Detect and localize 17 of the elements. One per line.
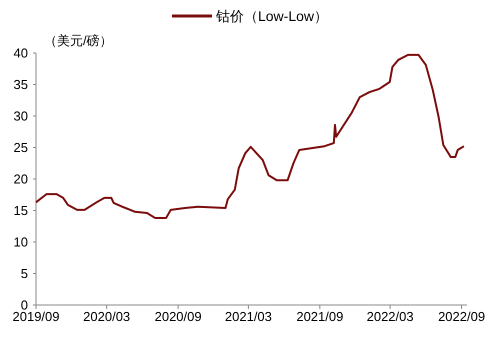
x-tick-label: 2020/03: [83, 309, 130, 324]
x-tick-label: 2020/09: [154, 309, 202, 324]
y-tick-label: 20: [14, 172, 28, 186]
y-tick-label: 30: [14, 108, 28, 124]
y-tick-label: 10: [14, 234, 28, 250]
y-tick-label: 25: [14, 140, 28, 155]
y-tick-label: 35: [14, 77, 28, 92]
x-tick-label: 2021/09: [296, 309, 344, 324]
legend-label: 钴价（Low-Low）: [214, 8, 328, 24]
y-tick-label: 15: [14, 203, 28, 218]
y-tick-label: 40: [14, 46, 28, 60]
y-tick-label: 5: [20, 266, 28, 281]
x-tick-label: 2021/03: [224, 309, 272, 324]
x-tick-label: 2022/03: [366, 309, 414, 324]
line-series: [35, 54, 465, 220]
y-axis-title: （美元/磅）: [44, 33, 113, 48]
x-tick-label: 2022/09: [438, 309, 486, 324]
